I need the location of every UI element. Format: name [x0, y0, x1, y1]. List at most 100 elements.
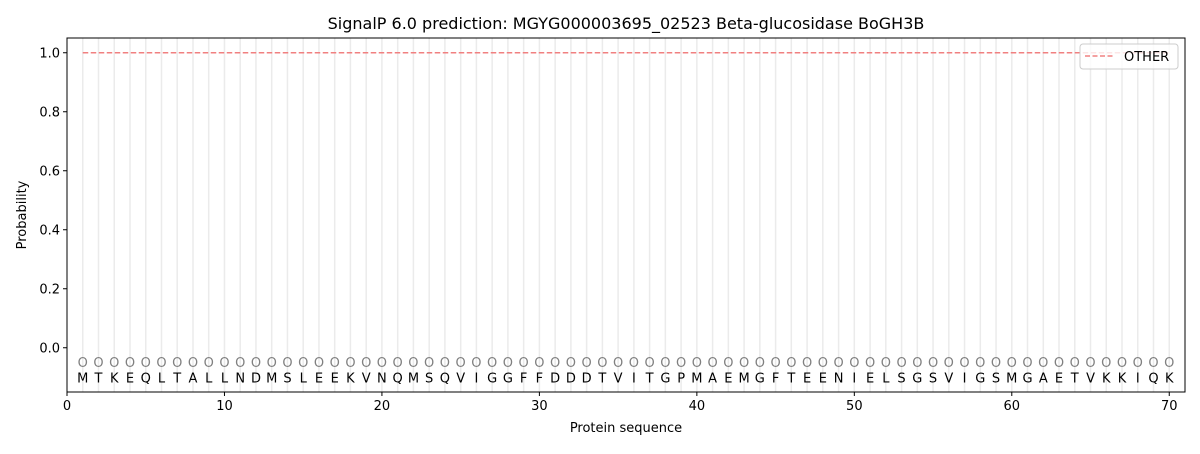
region-marker: O [629, 356, 639, 371]
region-marker: O [833, 356, 843, 371]
region-marker: O [1054, 356, 1064, 371]
residue-label: I [852, 372, 856, 387]
y-axis-label: Probability [15, 180, 30, 249]
residue-label: G [660, 372, 670, 387]
region-marker: O [676, 356, 686, 371]
residue-label: L [221, 372, 229, 387]
region-marker: O [991, 356, 1001, 371]
y-tick-label: 0.2 [39, 282, 60, 297]
region-marker: O [865, 356, 875, 371]
region-marker: O [912, 356, 922, 371]
region-marker: O [267, 356, 277, 371]
residue-label: I [632, 372, 636, 387]
residue-label: M [408, 372, 419, 387]
region-marker: O [188, 356, 198, 371]
residue-label: A [1039, 372, 1048, 387]
region-marker: O [707, 356, 717, 371]
region-marker: O [487, 356, 497, 371]
residue-label: G [503, 372, 513, 387]
residue-label: S [992, 372, 1000, 387]
y-tick-label: 1.0 [39, 46, 60, 61]
region-marker: O [282, 356, 292, 371]
residue-label: A [708, 372, 717, 387]
residue-label: K [1118, 372, 1127, 387]
region-marker: O [377, 356, 387, 371]
region-marker: O [1022, 356, 1032, 371]
residue-label: E [126, 372, 134, 387]
residue-label: T [645, 372, 654, 387]
region-marker: O [881, 356, 891, 371]
residue-label: P [677, 372, 685, 387]
y-tick-label: 0.8 [39, 105, 60, 120]
region-marker: O [78, 356, 88, 371]
residue-label: N [235, 372, 245, 387]
region-marker: O [125, 356, 135, 371]
residue-label: K [1165, 372, 1174, 387]
residue-label: M [691, 372, 702, 387]
residue-label: N [834, 372, 844, 387]
region-marker: O [1133, 356, 1143, 371]
region-marker: O [786, 356, 796, 371]
region-marker: O [818, 356, 828, 371]
region-marker: O [723, 356, 733, 371]
region-marker: O [330, 356, 340, 371]
region-marker: O [692, 356, 702, 371]
region-marker: O [251, 356, 261, 371]
region-marker: O [424, 356, 434, 371]
residue-label: G [975, 372, 985, 387]
residue-gridlines [81, 38, 1171, 392]
residue-layer: OMOTOKOEOQOLOTOAOLOLONODOMOSOLOEOEOKOVON… [77, 356, 1174, 387]
residue-label: K [1102, 372, 1111, 387]
region-marker: O [928, 356, 938, 371]
residue-label: L [205, 372, 213, 387]
residue-label: D [251, 372, 261, 387]
legend-label-other: OTHER [1124, 50, 1169, 65]
residue-label: D [582, 372, 592, 387]
region-marker: O [141, 356, 151, 371]
region-marker: O [1085, 356, 1095, 371]
residue-label: S [929, 372, 937, 387]
residue-label: M [1006, 372, 1017, 387]
region-marker: O [172, 356, 182, 371]
region-marker: O [519, 356, 529, 371]
residue-label: F [536, 372, 543, 387]
x-tick-label: 70 [1161, 399, 1178, 414]
residue-label: G [1022, 372, 1032, 387]
residue-label: Q [1148, 372, 1158, 387]
x-axis-ticks: 0 10 20 30 40 50 60 70 [63, 392, 1178, 414]
residue-label: L [882, 372, 890, 387]
region-marker: O [597, 356, 607, 371]
region-marker: O [109, 356, 119, 371]
x-tick-label: 20 [374, 399, 391, 414]
region-marker: O [1007, 356, 1017, 371]
x-tick-label: 0 [63, 399, 71, 414]
region-marker: O [235, 356, 245, 371]
region-marker: O [770, 356, 780, 371]
legend: OTHER [1079, 43, 1179, 70]
region-marker: O [1117, 356, 1127, 371]
region-marker: O [440, 356, 450, 371]
residue-label: G [755, 372, 765, 387]
residue-label: K [110, 372, 119, 387]
legend-box [1079, 43, 1179, 70]
region-marker: O [660, 356, 670, 371]
residue-label: T [94, 372, 103, 387]
residue-label: V [362, 372, 371, 387]
x-axis-label: Protein sequence [570, 421, 682, 436]
residue-label: M [266, 372, 277, 387]
region-marker: O [582, 356, 592, 371]
residue-label: M [738, 372, 749, 387]
region-marker: O [739, 356, 749, 371]
region-marker: O [219, 356, 229, 371]
residue-label: I [963, 372, 967, 387]
y-axis-ticks: 0.0 0.2 0.4 0.6 0.8 1.0 [39, 46, 67, 356]
x-tick-label: 50 [846, 399, 863, 414]
region-marker: O [566, 356, 576, 371]
region-marker: O [408, 356, 418, 371]
residue-label: M [77, 372, 88, 387]
region-marker: O [755, 356, 765, 371]
residue-label: V [1086, 372, 1095, 387]
residue-label: S [283, 372, 291, 387]
region-marker: O [156, 356, 166, 371]
chart-title: SignalP 6.0 prediction: MGYG000003695_02… [328, 14, 925, 34]
